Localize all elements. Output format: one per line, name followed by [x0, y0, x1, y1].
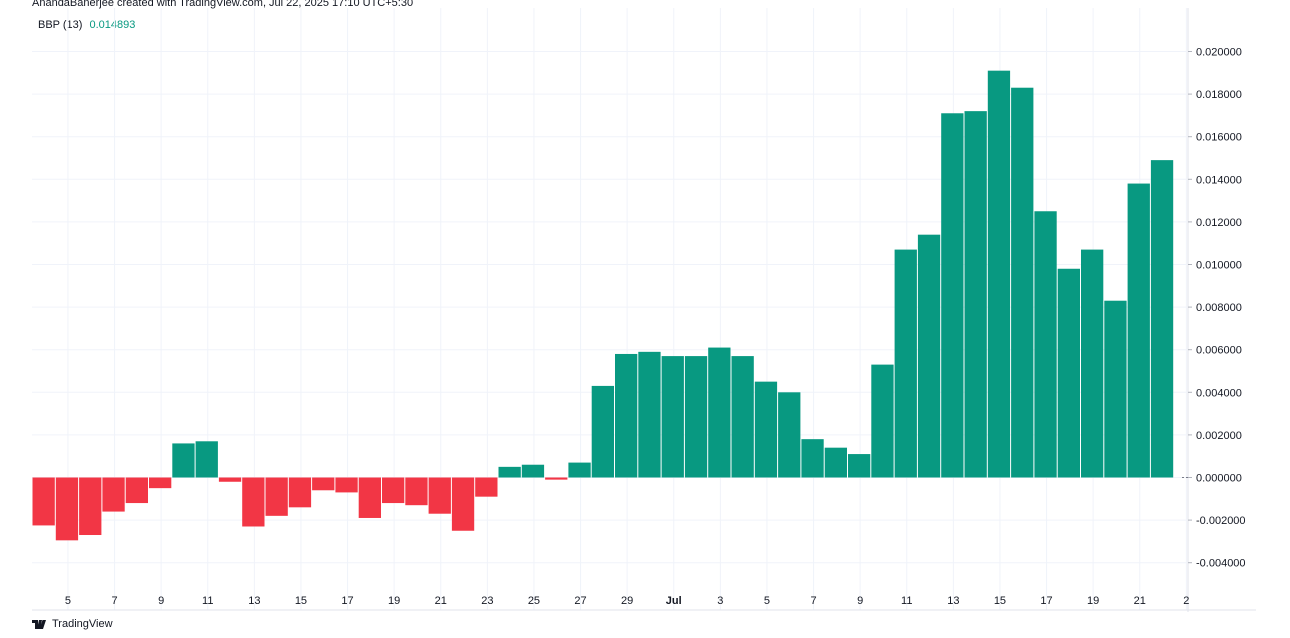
x-tick-label: Jul [666, 595, 682, 607]
axes: 0.020000 0.018000 0.016000 0.014000 0.012000… [32, 8, 1256, 612]
histogram-bar [731, 356, 754, 478]
histogram-bar [125, 477, 148, 504]
y-tick-label: 0.012000 [1196, 217, 1242, 229]
histogram-bar [428, 477, 451, 514]
x-tick-label: 17 [341, 595, 353, 607]
histogram-bar [591, 385, 614, 478]
x-tick-label: 5 [65, 595, 71, 607]
histogram-bar [498, 466, 521, 478]
x-tick-label: 15 [994, 595, 1006, 607]
histogram-bar [32, 477, 55, 526]
histogram-bar [1104, 300, 1127, 478]
histogram-bar [55, 477, 79, 541]
y-tick-label: 0.004000 [1196, 387, 1242, 399]
histogram-bar [778, 392, 801, 478]
histogram-bar [894, 249, 917, 478]
histogram-bar [871, 364, 894, 478]
y-tick-label: 0.002000 [1196, 430, 1242, 442]
histogram-bar [848, 454, 871, 478]
indicator-value: 0.014893 [89, 19, 136, 31]
x-tick-label: 29 [621, 595, 633, 607]
x-tick-label: 11 [901, 595, 912, 607]
histogram-bar [451, 477, 475, 531]
y-tick-label: 0.010000 [1196, 260, 1242, 272]
y-tick-label: -0.002000 [1196, 515, 1246, 527]
histogram-bars [32, 70, 1174, 541]
y-tick-label: -0.004000 [1196, 558, 1246, 570]
y-tick-label: 0.000000 [1196, 473, 1242, 485]
x-tick-label: 19 [1087, 595, 1099, 607]
histogram-bar [1011, 87, 1034, 478]
histogram-bar [964, 111, 987, 478]
histogram-bar [941, 113, 964, 478]
histogram-bar [1150, 160, 1174, 478]
y-tick-label: 0.016000 [1196, 132, 1242, 144]
x-tick-label: 9 [158, 595, 164, 607]
x-tick-label: 19 [388, 595, 400, 607]
histogram-bar [987, 70, 1011, 478]
x-tick-label: 23 [481, 595, 493, 607]
histogram-bar [102, 477, 125, 512]
histogram-bar [149, 477, 172, 489]
histogram-bar [358, 477, 381, 518]
x-tick-label: 3 [717, 595, 723, 607]
y-tick-label: 0.018000 [1196, 89, 1242, 101]
x-tick-label: 7 [111, 595, 117, 607]
chart-attribution: AnandaBanerjee created with TradingView.… [32, 0, 414, 9]
histogram-bar [195, 441, 218, 478]
x-tick-label: 17 [1040, 595, 1052, 607]
histogram-bar [824, 447, 847, 478]
histogram-bar [754, 381, 778, 478]
x-tick-label: 13 [947, 595, 959, 607]
y-tick-label: 0.006000 [1196, 345, 1242, 357]
x-tick-label: 2 [1183, 595, 1189, 607]
histogram-bar [312, 477, 335, 491]
histogram-bar [1057, 268, 1080, 478]
histogram-bar [615, 353, 638, 478]
indicator-name: BBP (13) [38, 19, 83, 31]
x-tick-label: 11 [202, 595, 213, 607]
histogram-bar [335, 477, 358, 493]
histogram-bar [801, 439, 824, 478]
x-tick-label: 5 [764, 595, 770, 607]
histogram-bar [708, 347, 731, 478]
histogram-bar [382, 477, 405, 504]
indicator-legend[interactable]: BBP (13) 0.014893 [38, 19, 135, 31]
histogram-bar [1127, 183, 1150, 478]
y-tick-label: 0.014000 [1196, 174, 1242, 186]
tradingview-brand: TradingView [52, 618, 113, 630]
histogram-bar [405, 477, 428, 506]
x-tick-label: 15 [295, 595, 307, 607]
bbp-histogram-chart[interactable]: 0.020000 0.018000 0.016000 0.014000 0.012000… [0, 0, 1290, 612]
tradingview-logo-icon [32, 619, 46, 629]
histogram-bar [1081, 249, 1104, 478]
histogram-bar [521, 464, 545, 478]
histogram-bar [288, 477, 312, 508]
histogram-bar [172, 443, 195, 478]
histogram-bar [545, 477, 568, 480]
histogram-bar [684, 356, 708, 478]
x-tick-label: 25 [528, 595, 540, 607]
histogram-bar [638, 351, 661, 478]
y-tick-label: 0.008000 [1196, 302, 1242, 314]
histogram-bar [568, 462, 591, 478]
histogram-bar [79, 477, 102, 536]
x-tick-label: 21 [1134, 595, 1146, 607]
x-tick-label: 27 [574, 595, 586, 607]
histogram-bar [475, 477, 498, 497]
histogram-bar [218, 477, 242, 482]
y-tick-label: 0.020000 [1196, 47, 1242, 59]
x-tick-label: 13 [248, 595, 260, 607]
x-tick-label: 21 [435, 595, 447, 607]
histogram-bar [242, 477, 265, 527]
histogram-bar [1034, 211, 1057, 478]
x-tick-label: 7 [810, 595, 816, 607]
histogram-bar [265, 477, 288, 516]
x-tick-label: 9 [857, 595, 863, 607]
histogram-bar [661, 356, 684, 478]
histogram-bar [917, 234, 941, 478]
tradingview-footer[interactable]: TradingView [32, 618, 113, 630]
